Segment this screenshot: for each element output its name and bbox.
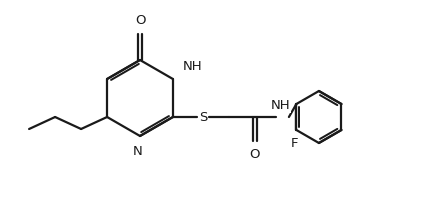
Text: O: O — [250, 148, 260, 161]
Text: NH: NH — [183, 60, 203, 73]
Text: NH: NH — [271, 99, 291, 112]
Text: S: S — [199, 110, 207, 124]
Text: F: F — [290, 137, 298, 150]
Text: O: O — [135, 14, 145, 27]
Text: N: N — [133, 145, 143, 158]
